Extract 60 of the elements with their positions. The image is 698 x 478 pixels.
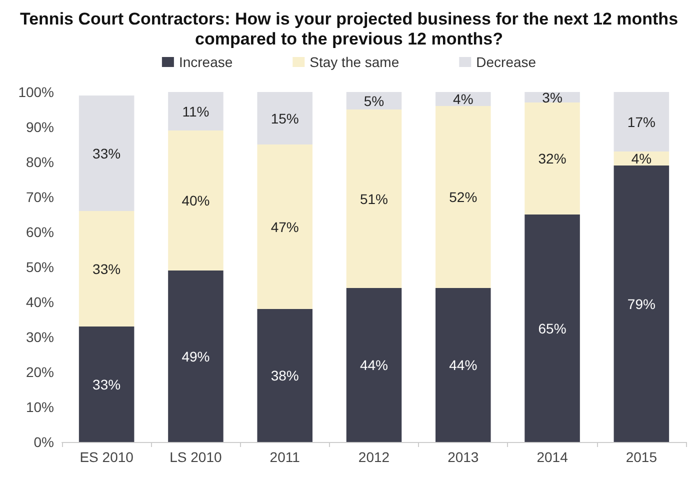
- bar: [168, 270, 224, 442]
- bar: [78, 96, 134, 211]
- data-label: 47%: [270, 218, 299, 235]
- y-tick-label: 40%: [26, 294, 54, 310]
- bar: [614, 92, 670, 152]
- legend-label: Stay the same: [310, 54, 400, 70]
- legend-label: Decrease: [476, 54, 536, 70]
- bar: [257, 92, 312, 144]
- data-label: 51%: [360, 190, 388, 207]
- x-tick-label: 2015: [626, 449, 658, 465]
- data-label: 49%: [182, 348, 210, 364]
- bar: [78, 326, 134, 442]
- bar: [168, 92, 224, 130]
- data-label: 33%: [92, 376, 121, 392]
- bar: [168, 130, 224, 270]
- y-tick-label: 50%: [26, 259, 54, 275]
- chart-title: Tennis Court Contractors: How is your projected business for the next 12 months compared to the previous 12 months?: [20, 10, 678, 48]
- data-label: 3%: [542, 89, 562, 106]
- data-label: 65%: [538, 320, 566, 336]
- y-tick-label: 30%: [26, 329, 54, 345]
- data-label: 33%: [92, 260, 121, 277]
- bar: [524, 214, 580, 442]
- y-tick-label: 80%: [26, 154, 54, 170]
- y-tick-label: 90%: [26, 119, 54, 135]
- data-label: 5%: [364, 92, 384, 109]
- data-label: 4%: [453, 91, 474, 107]
- x-tick-label: 2013: [448, 449, 479, 465]
- data-label: 44%: [449, 357, 478, 373]
- data-label: 38%: [270, 368, 299, 384]
- bar: [78, 211, 134, 326]
- data-label: 40%: [182, 192, 210, 208]
- data-label: 44%: [360, 357, 388, 373]
- data-label: 52%: [449, 189, 478, 205]
- data-label: 79%: [627, 296, 656, 312]
- data-label: 15%: [270, 110, 299, 126]
- bar: [346, 110, 402, 288]
- x-tick-label: LS 2010: [170, 449, 222, 465]
- x-tick-label: 2011: [270, 449, 300, 465]
- bar: [614, 166, 670, 442]
- data-label: 33%: [92, 145, 121, 162]
- data-label: 32%: [538, 150, 566, 166]
- y-tick-label: 70%: [26, 189, 54, 205]
- y-tick-label: 0%: [34, 434, 54, 450]
- data-label: 11%: [182, 103, 210, 120]
- y-tick-label: 20%: [26, 364, 54, 380]
- bar: [346, 288, 402, 442]
- bar: [436, 288, 491, 442]
- y-tick-label: 10%: [26, 399, 54, 415]
- bar: [257, 144, 312, 309]
- legend-label: Increase: [178, 54, 233, 70]
- bar: [436, 106, 491, 288]
- bar: [257, 309, 312, 442]
- data-label: 17%: [627, 114, 656, 130]
- x-tick-label: 2012: [358, 449, 390, 465]
- bar: [524, 102, 580, 214]
- x-tick-label: 2014: [536, 449, 568, 465]
- y-tick-label: 100%: [18, 84, 54, 100]
- data-label: 4%: [631, 150, 652, 166]
- x-tick-label: ES 2010: [80, 449, 134, 465]
- y-tick-label: 60%: [26, 224, 54, 240]
